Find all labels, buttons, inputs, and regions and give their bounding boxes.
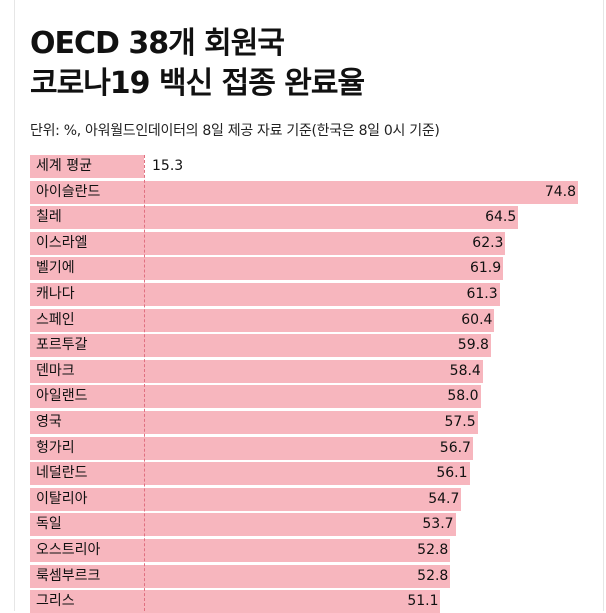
bar-row: 아이슬란드 74.8 [30, 180, 586, 204]
bar-row: 벨기에 61.9 [30, 257, 586, 281]
bar-row: 이스라엘 62.3 [30, 231, 586, 255]
bar [144, 334, 491, 358]
baseline-divider [144, 155, 145, 611]
category-label: 이스라엘 [30, 231, 144, 255]
bar [144, 590, 441, 613]
bar [144, 308, 495, 332]
value-label: 51.1 [407, 593, 439, 610]
value-label: 54.7 [428, 490, 460, 507]
value-label: 58.0 [447, 388, 479, 405]
bar [144, 206, 519, 230]
bar [144, 385, 481, 409]
bar-chart: 세계 평균 15.3 아이슬란드 74.8 칠레 64.5 이스라엘 62.3 벨기에 61.9 캐… [30, 155, 586, 613]
bar [144, 359, 483, 383]
bar-row: 이탈리아 54.7 [30, 487, 586, 511]
bar-row: 그리스 51.1 [30, 590, 586, 613]
bar-row: 오스트리아 52.8 [30, 539, 586, 562]
category-label: 덴마크 [30, 359, 144, 383]
bar [144, 487, 462, 511]
category-label: 벨기에 [30, 257, 144, 281]
value-label: 64.5 [485, 209, 517, 226]
bar [144, 564, 451, 588]
bar-row: 네덜란드 56.1 [30, 462, 586, 486]
bar [144, 180, 578, 204]
bar [144, 283, 500, 306]
value-label: 56.1 [436, 465, 468, 482]
value-label: 56.7 [439, 439, 471, 456]
category-label: 아일랜드 [30, 385, 144, 409]
bar-row: 캐나다 61.3 [30, 283, 586, 306]
value-label: 59.8 [457, 337, 489, 354]
chart-title: OECD 38개 회원국 코로나19 백신 접종 완료율 [30, 24, 365, 104]
bar-row: 덴마크 58.4 [30, 359, 586, 383]
category-label: 이탈리아 [30, 487, 144, 511]
category-label: 독일 [30, 513, 144, 537]
value-label: 52.8 [417, 567, 449, 584]
bar [144, 436, 473, 460]
bar-row: 아일랜드 58.0 [30, 385, 586, 409]
value-label: 62.3 [472, 234, 504, 251]
bar [144, 539, 451, 562]
value-label: 52.8 [417, 542, 449, 558]
category-label: 캐나다 [30, 283, 144, 306]
category-label: 포르투갈 [30, 334, 144, 358]
bar-row-world-average: 세계 평균 15.3 [30, 155, 586, 178]
category-label: 세계 평균 [30, 155, 144, 178]
bar [144, 257, 504, 281]
value-label: 61.3 [466, 286, 498, 302]
value-label: 61.9 [469, 260, 502, 277]
bar-row: 영국 57.5 [30, 411, 586, 434]
category-label: 네덜란드 [30, 462, 144, 486]
bar-row: 칠레 64.5 [30, 206, 586, 230]
bar-row: 포르투갈 59.8 [30, 334, 586, 358]
value-label: 60.4 [461, 311, 493, 328]
category-label: 오스트리아 [30, 539, 144, 562]
category-label: 헝가리 [30, 436, 144, 460]
category-label: 영국 [30, 411, 144, 434]
unit-note: 단위: %, 아워월드인데이터의 8일 제공 자료 기준(한국은 8일 0시 기… [30, 123, 440, 139]
chart-frame [14, 0, 604, 611]
value-label: 53.7 [422, 516, 454, 533]
category-label: 아이슬란드 [30, 180, 144, 204]
category-label: 룩셈부르크 [30, 564, 144, 588]
bar [144, 411, 478, 434]
bar-row: 룩셈부르크 52.8 [30, 564, 586, 588]
value-label: 58.4 [449, 362, 481, 379]
bar-row: 스페인 60.4 [30, 308, 586, 332]
value-label: 15.3 [152, 158, 184, 174]
value-label: 57.5 [444, 414, 476, 430]
category-label: 그리스 [30, 590, 144, 613]
title-line-1: OECD 38개 회원국 [30, 26, 285, 61]
value-label: 74.8 [544, 183, 576, 200]
bar [144, 462, 470, 486]
bar [144, 513, 456, 537]
bar-row: 헝가리 56.7 [30, 436, 586, 460]
category-label: 스페인 [30, 308, 144, 332]
bar-row: 독일 53.7 [30, 513, 586, 537]
category-label: 칠레 [30, 206, 144, 230]
bar [144, 231, 506, 255]
title-line-2: 코로나19 백신 접종 완료율 [30, 66, 365, 101]
